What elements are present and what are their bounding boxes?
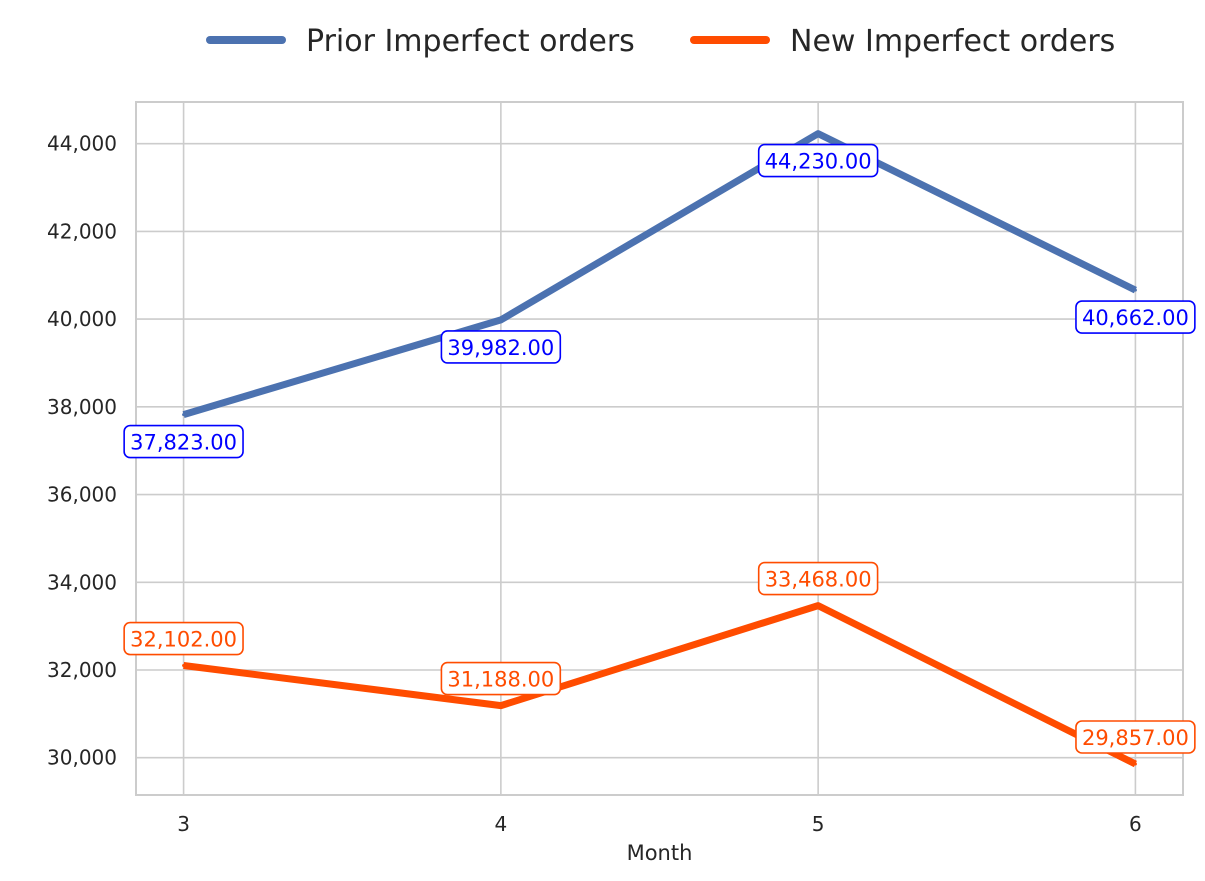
data-point: [499, 318, 503, 322]
data-label: 32,102.00: [123, 621, 244, 656]
y-tick-label: 36,000: [47, 483, 117, 507]
data-label-text: 44,230.00: [765, 150, 872, 174]
data-point: [182, 664, 186, 668]
legend-item-2: New Imperfect orders: [690, 24, 1115, 59]
x-tick-label: 6: [1129, 812, 1142, 836]
data-label: 40,662.00: [1075, 300, 1196, 334]
y-tick-label: 30,000: [47, 746, 117, 770]
data-label: 44,230.00: [757, 143, 879, 178]
legend-label: New Imperfect orders: [790, 24, 1115, 59]
y-tick-label: 40,000: [47, 307, 117, 331]
y-tick-label: 42,000: [47, 219, 117, 243]
y-tick-label: 44,000: [47, 132, 117, 156]
x-tick-label: 4: [494, 812, 507, 836]
legend: Prior Imperfect orders New Imperfect orde…: [206, 24, 1115, 59]
data-label-text: 40,662.00: [1082, 306, 1189, 330]
data-point: [1133, 762, 1137, 766]
data-label: 29,857.00: [1075, 720, 1196, 754]
data-label-box: [440, 330, 562, 364]
y-tick-label: 34,000: [47, 570, 117, 594]
data-label-text: 39,982.00: [447, 336, 554, 360]
x-axis-label: Month: [627, 841, 693, 865]
data-label-text: 31,188.00: [447, 668, 554, 692]
data-label-box: [757, 143, 879, 178]
data-label: 31,188.00: [440, 661, 562, 696]
data-point: [816, 132, 820, 136]
legend-item-1: Prior Imperfect orders: [206, 24, 635, 59]
data-label-text: 37,823.00: [130, 431, 237, 455]
data-label: 37,823.00: [123, 424, 244, 459]
data-point: [499, 704, 503, 708]
data-label-box: [440, 661, 562, 696]
series-lines: [182, 130, 1137, 768]
series-line-1: [182, 130, 1137, 418]
x-tick-label: 3: [177, 812, 190, 836]
data-label-box: [123, 621, 244, 656]
y-tick-label: 32,000: [47, 658, 117, 682]
data-labels: 37,823.00 39,982.00 44,230.00 40,662.00 32,1…: [123, 143, 1196, 754]
series-line-2: [183, 602, 1137, 768]
data-label: 39,982.00: [440, 330, 562, 364]
data-label-box: [1075, 720, 1196, 754]
data-label-box: [757, 561, 879, 596]
data-point: [182, 413, 186, 417]
data-label-text: 29,857.00: [1082, 726, 1189, 750]
data-point: [816, 604, 820, 608]
legend-label: Prior Imperfect orders: [306, 24, 635, 59]
y-tick-label: 38,000: [47, 395, 117, 419]
data-label: 33,468.00: [757, 561, 879, 596]
data-point: [1133, 288, 1137, 292]
data-label-text: 32,102.00: [130, 628, 237, 652]
axis-ticks: 3 4 5 6 30,000 32,000 34,000 36,000 38,000 40,000…: [47, 132, 1142, 836]
data-label-text: 33,468.00: [765, 568, 872, 592]
x-tick-label: 5: [812, 812, 825, 836]
data-label-box: [123, 424, 244, 459]
data-label-box: [1075, 300, 1196, 334]
